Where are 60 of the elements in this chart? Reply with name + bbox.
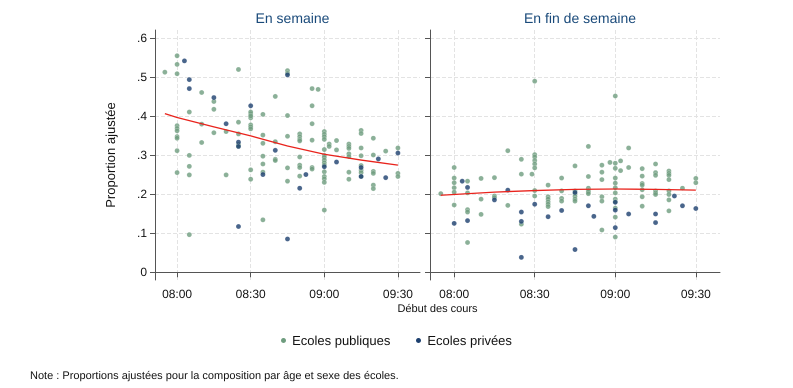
y-tick-label: .1	[136, 226, 148, 240]
point	[518, 209, 524, 215]
y-tick-label: .4	[136, 108, 148, 123]
x-tick-label: 09:00	[600, 287, 631, 301]
point	[572, 246, 578, 252]
point	[303, 172, 309, 178]
x-tick-label: 09:00	[309, 287, 340, 301]
y-tick-label: .6	[136, 30, 148, 45]
point	[382, 174, 388, 180]
point	[532, 201, 538, 207]
point	[693, 206, 699, 212]
y-tick-label: 0	[140, 265, 148, 280]
point	[182, 58, 188, 64]
point	[558, 208, 564, 214]
point	[272, 148, 278, 154]
point	[591, 214, 597, 220]
point	[334, 159, 340, 165]
point	[236, 224, 242, 230]
point	[248, 103, 254, 109]
point	[492, 197, 498, 203]
point	[296, 185, 302, 191]
point	[672, 193, 678, 199]
x-tick-label: 08:00	[439, 287, 470, 301]
point	[186, 76, 192, 82]
point	[545, 214, 551, 220]
y-tick-label: .3	[136, 148, 148, 162]
x-tick-label: 09:30	[382, 287, 414, 301]
point	[211, 94, 217, 100]
y-tick-label: .5	[136, 70, 148, 84]
point	[652, 220, 658, 226]
point	[260, 172, 266, 178]
point	[223, 121, 229, 126]
point	[395, 150, 401, 156]
point	[518, 254, 524, 260]
chart-title: En semaine	[256, 10, 330, 26]
point	[376, 156, 382, 162]
point	[464, 218, 470, 224]
y-tick-label: .2	[136, 187, 148, 202]
x-tick-label: 08:30	[236, 287, 266, 301]
point	[464, 184, 470, 190]
text: Note : Proportions ajustées pour la composition par âge et sexe des écoles.	[30, 370, 399, 382]
point	[612, 224, 618, 230]
legend-label: Ecoles publiques	[291, 333, 390, 348]
point	[586, 203, 592, 209]
x-tick-label: 09:30	[680, 287, 712, 301]
point	[459, 178, 465, 184]
x-axis-title: Début des cours	[396, 303, 479, 315]
point	[284, 236, 290, 242]
point	[186, 86, 192, 92]
point	[451, 220, 457, 226]
y-axis-title: Proportion ajustée	[103, 102, 118, 208]
point	[518, 218, 524, 224]
x-tick-label: 08:00	[162, 287, 192, 301]
point	[652, 211, 658, 217]
x-tick-label: 08:30	[520, 287, 550, 301]
line-series	[164, 112, 399, 166]
legend-label: Ecoles privées	[426, 333, 512, 348]
point	[680, 203, 686, 209]
chart-title: En fin de semaine	[524, 10, 636, 26]
point	[626, 211, 632, 217]
